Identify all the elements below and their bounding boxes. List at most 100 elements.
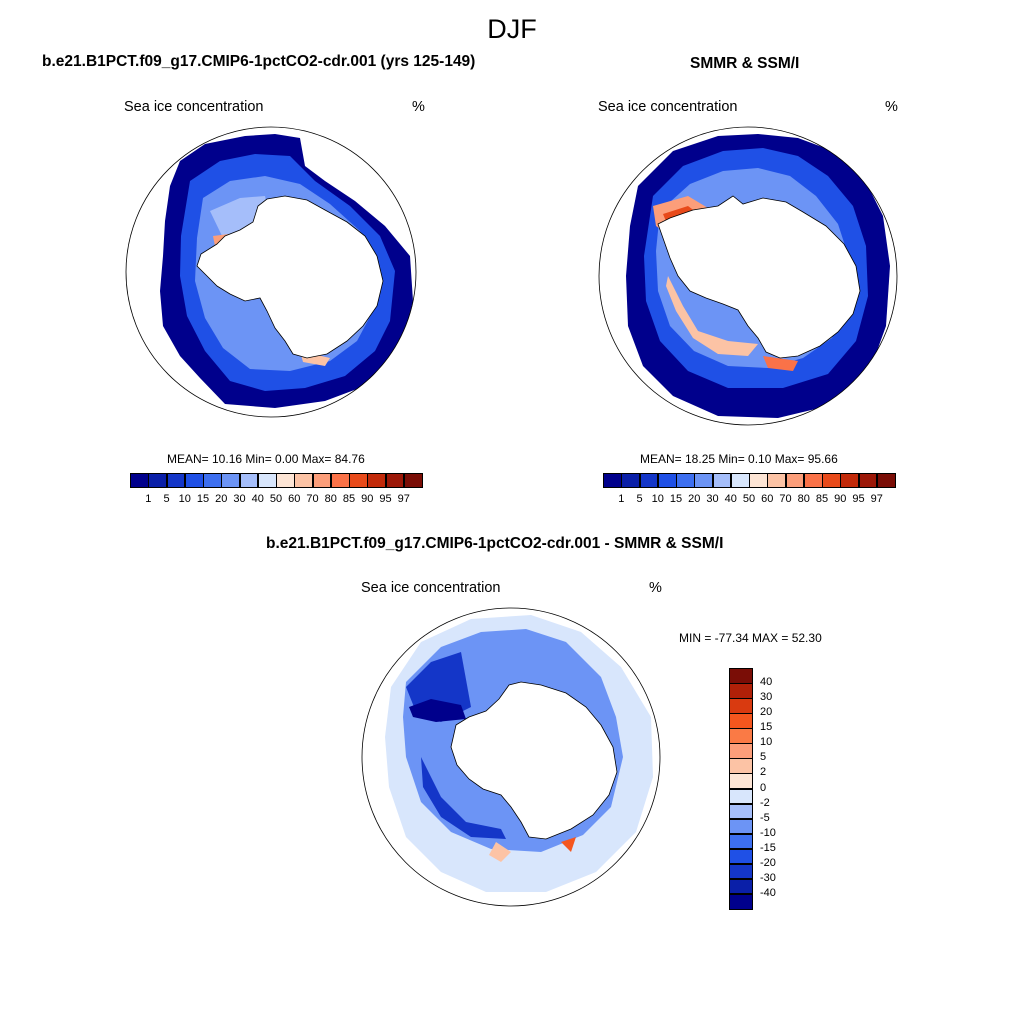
colorbar-swatch bbox=[729, 803, 753, 820]
subtitle-obs: Sea ice concentration bbox=[598, 99, 738, 115]
colorbar-tick-label: 50 bbox=[742, 493, 756, 505]
sea-ice-difference-field bbox=[385, 615, 653, 892]
figure-title: DJF bbox=[487, 14, 537, 44]
colorbar-tick-label: 95 bbox=[379, 493, 392, 505]
colorbar-swatch bbox=[729, 863, 753, 880]
colorbar-swatch bbox=[385, 473, 405, 488]
colorbar-swatch bbox=[312, 473, 332, 488]
colorbar-swatch bbox=[603, 473, 622, 488]
colorbar-swatch bbox=[729, 773, 753, 789]
colorbar-tick-label: 15 bbox=[669, 493, 683, 505]
colorbar-swatch bbox=[729, 713, 753, 729]
stats-diff: MIN = -77.34 MAX = 52.30 bbox=[679, 631, 822, 645]
colorbar-tick-label: 10 bbox=[651, 493, 664, 505]
colorbar-swatch bbox=[130, 473, 149, 488]
stats-obs: MEAN= 18.25 Min= 0.10 Max= 95.66 bbox=[640, 452, 838, 466]
colorbar-swatch bbox=[729, 683, 753, 699]
colorbar-swatch bbox=[294, 473, 313, 488]
colorbar-swatch bbox=[676, 473, 695, 488]
colorbar-tick-label: 5 bbox=[760, 751, 767, 764]
colorbar-tick-label: -20 bbox=[760, 856, 776, 869]
colorbar-tick-label: 95 bbox=[852, 493, 865, 505]
colorbar-swatch bbox=[148, 473, 167, 488]
units-obs: % bbox=[885, 99, 898, 115]
colorbar-tick-label: 30 bbox=[706, 493, 719, 505]
colorbar-tick-label: 60 bbox=[761, 493, 774, 505]
colorbar-tick-label: 5 bbox=[163, 493, 170, 505]
panel-title-obs: SMMR & SSM/I bbox=[690, 55, 800, 72]
colorbar-swatch bbox=[729, 878, 753, 895]
colorbar-tick-label: 1 bbox=[618, 493, 625, 505]
colorbar-swatch bbox=[184, 473, 204, 488]
colorbar-tick-label: 10 bbox=[178, 493, 191, 505]
colorbar-swatch bbox=[729, 848, 753, 865]
antarctica-landmass bbox=[196, 195, 384, 359]
colorbar-tick-label: 80 bbox=[324, 493, 337, 505]
colorbar-model bbox=[130, 473, 423, 489]
colorbar-tick-label: 97 bbox=[397, 493, 410, 505]
antarctica-landmass bbox=[450, 681, 618, 840]
colorbar-swatch bbox=[349, 473, 368, 488]
colorbar-tick-label: 90 bbox=[834, 493, 847, 505]
colorbar-swatch bbox=[239, 473, 259, 488]
colorbar-swatch bbox=[729, 698, 753, 714]
colorbar-swatch bbox=[785, 473, 805, 488]
colorbar-swatch bbox=[257, 473, 277, 488]
colorbar-swatch bbox=[729, 893, 753, 910]
colorbar-swatch bbox=[729, 728, 753, 744]
colorbar-tick-label: 30 bbox=[760, 691, 773, 704]
colorbar-tick-label: 70 bbox=[779, 493, 792, 505]
colorbar-tick-label: 80 bbox=[797, 493, 810, 505]
colorbar-tick-label: 50 bbox=[269, 493, 283, 505]
subtitle-diff: Sea ice concentration bbox=[361, 580, 501, 596]
colorbar-swatch bbox=[694, 473, 713, 488]
colorbar-labels-model: 1 5 10 15 20 30 40 50 60 70 80 85 90 95 97 bbox=[130, 493, 422, 507]
colorbar-swatch bbox=[767, 473, 786, 488]
colorbar-tick-label: 70 bbox=[306, 493, 319, 505]
colorbar-swatch bbox=[729, 758, 753, 774]
colorbar-obs bbox=[603, 473, 896, 489]
sea-ice-field-model bbox=[160, 134, 413, 408]
colorbar-swatch bbox=[729, 743, 753, 759]
antarctica-landmass bbox=[657, 195, 861, 359]
colorbar-swatch bbox=[876, 473, 896, 488]
colorbar-swatch bbox=[330, 473, 350, 488]
stats-model: MEAN= 10.16 Min= 0.00 Max= 84.76 bbox=[167, 452, 365, 466]
colorbar-labels-obs: 1 5 10 15 20 30 40 50 60 70 80 85 90 95 97 bbox=[603, 493, 895, 507]
colorbar-tick-label: 1 bbox=[145, 493, 152, 505]
colorbar-swatch bbox=[822, 473, 841, 488]
colorbar-tick-label: 60 bbox=[288, 493, 301, 505]
colorbar-swatch bbox=[639, 473, 659, 488]
colorbar-swatch bbox=[729, 818, 753, 835]
colorbar-tick-label: 40 bbox=[251, 493, 264, 505]
colorbar-tick-label: 15 bbox=[760, 721, 773, 734]
colorbar-tick-label: 0 bbox=[760, 781, 767, 794]
colorbar-tick-label: 85 bbox=[342, 493, 356, 505]
colorbar-swatch bbox=[803, 473, 823, 488]
panel-title-diff: b.e21.B1PCT.f09_g17.CMIP6-1pctCO2-cdr.00… bbox=[266, 535, 724, 552]
colorbar-tick-label: -5 bbox=[760, 811, 770, 824]
colorbar-tick-label: 40 bbox=[724, 493, 737, 505]
map-model bbox=[125, 126, 417, 418]
colorbar-tick-label: -40 bbox=[760, 886, 776, 899]
colorbar-swatch bbox=[840, 473, 859, 488]
colorbar-swatch bbox=[621, 473, 640, 488]
colorbar-swatch bbox=[221, 473, 240, 488]
colorbar-swatch bbox=[729, 788, 753, 805]
colorbar-swatch bbox=[166, 473, 186, 488]
colorbar-tick-label: -30 bbox=[760, 871, 776, 884]
colorbar-tick-label: 20 bbox=[688, 493, 701, 505]
colorbar-tick-label: 2 bbox=[760, 766, 767, 779]
colorbar-swatch bbox=[403, 473, 423, 488]
colorbar-diff bbox=[729, 668, 753, 910]
colorbar-tick-label: 5 bbox=[636, 493, 643, 505]
colorbar-tick-label: -15 bbox=[760, 841, 776, 854]
colorbar-labels-diff: 40 30 20 15 10 5 2 0 -2 -5 -10 -15 -20 -30 -40 bbox=[760, 668, 800, 909]
colorbar-tick-label: -2 bbox=[760, 796, 770, 809]
colorbar-swatch bbox=[712, 473, 732, 488]
map-obs bbox=[598, 126, 898, 426]
colorbar-tick-label: 97 bbox=[870, 493, 883, 505]
colorbar-tick-label: 15 bbox=[196, 493, 210, 505]
units-model: % bbox=[412, 99, 425, 115]
colorbar-tick-label: 40 bbox=[760, 676, 773, 689]
